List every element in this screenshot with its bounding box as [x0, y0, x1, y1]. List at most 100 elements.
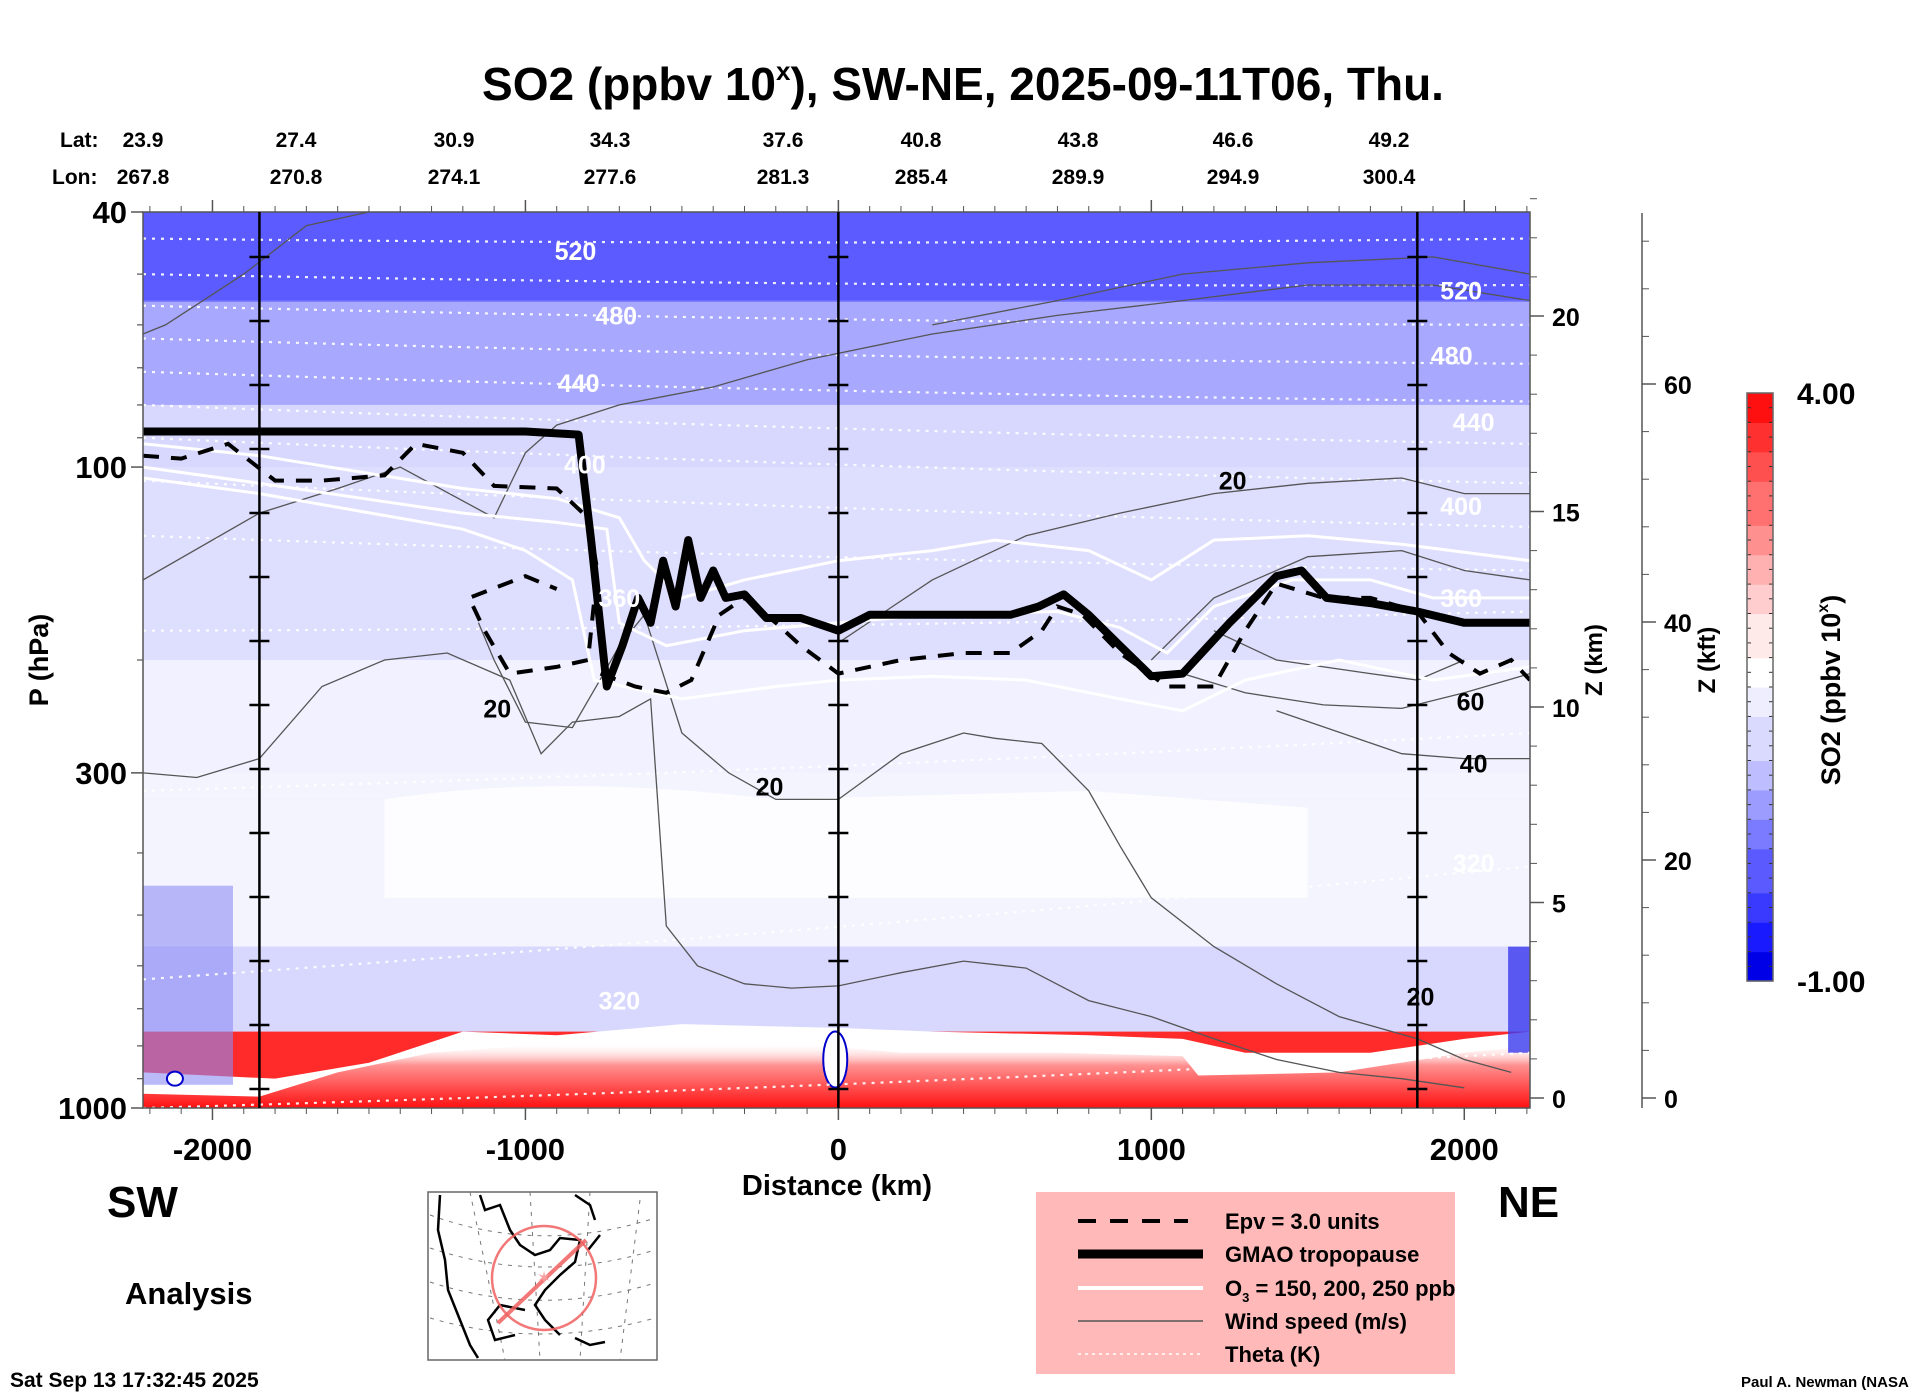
colorbar-segment	[1747, 687, 1773, 703]
x-tick-label: -1000	[486, 1132, 565, 1167]
theta-label: 440	[1453, 409, 1495, 437]
x-axis-title: Distance (km)	[742, 1170, 932, 1202]
so2-blue-column	[1508, 946, 1530, 1053]
colorbar-segment	[1747, 878, 1773, 894]
so2-band	[143, 946, 1530, 1032]
lon-value: 277.6	[584, 166, 637, 189]
wind-speed-contour	[143, 284, 1530, 581]
theta-line	[143, 865, 1530, 981]
theta-label: 440	[558, 370, 600, 398]
colorbar-segment	[1747, 789, 1773, 806]
z-kft-axis-title: Z (kft)	[1694, 627, 1721, 694]
colorbar-segment	[1747, 554, 1773, 570]
wind-speed-contour	[1182, 672, 1530, 710]
legend: Epv = 3.0 units GMAO tropopause O3 = 150…	[1036, 1192, 1455, 1374]
y-tick-label: 1000	[58, 1091, 127, 1126]
y-tick-label: 300	[75, 756, 127, 791]
theta-line	[143, 1051, 1530, 1108]
colorbar-segment	[1747, 951, 1773, 967]
x-tick-label: 0	[830, 1132, 847, 1167]
lat-value: 49.2	[1369, 129, 1410, 152]
colorbar-segment	[1747, 657, 1773, 673]
colorbar-segment	[1747, 848, 1773, 864]
wind-speed-contour	[1213, 630, 1465, 681]
lon-value: 267.8	[117, 166, 170, 189]
colorbar-segment	[1747, 745, 1773, 762]
wind-speed-contour	[932, 256, 1530, 326]
wind-speed-contour	[1150, 549, 1530, 661]
so2-band	[143, 404, 1530, 660]
so2-band	[143, 660, 1530, 800]
lon-value: 285.4	[895, 166, 948, 189]
colorbar-segment	[1747, 422, 1773, 438]
colorbar-min-label: -1.00	[1797, 966, 1865, 999]
wind-contours	[143, 212, 1530, 1089]
colorbar-segment	[1747, 731, 1773, 747]
lat-value: 30.9	[434, 129, 475, 152]
so2-band	[143, 300, 1530, 405]
axes: 40 100 300 1000 -2000 -1000 0 1000 2000 0 5 10 15 20 0…	[58, 195, 1692, 1167]
colorbar-title: SO2 (ppbv 10x)	[1815, 595, 1846, 785]
wind-speed-contour	[477, 613, 1512, 1074]
theta-line	[143, 436, 1530, 485]
lon-value: 289.9	[1052, 166, 1105, 189]
chart-title: SO2 (ppbv 10x), SW-NE, 2025-09-11T06, Th…	[482, 56, 1444, 110]
theta-line	[143, 370, 1530, 403]
wind-label: 20	[1407, 984, 1435, 1012]
z-km-tick-label: 5	[1552, 891, 1566, 919]
y-tick-label: 100	[75, 450, 127, 485]
contour-labels: 520 480 440 400 360 520 480 440 400 360 320 320 20 20…	[483, 238, 1494, 1016]
wind-label: 20	[1219, 468, 1247, 496]
lat-value: 46.6	[1213, 129, 1254, 152]
colorbar-segment	[1747, 892, 1773, 909]
colorbar-segment	[1747, 613, 1773, 629]
lat-lon-header: Lat: Lon: 23.9 267.8 27.4 270.8 30.9 274.1 34.3 2…	[52, 129, 1416, 189]
colorbar-segment	[1747, 569, 1773, 585]
colorbar-segment	[1747, 407, 1773, 423]
theta-line	[143, 337, 1530, 365]
z-kft-tick-label: 0	[1664, 1086, 1678, 1114]
colorbar-segment	[1747, 760, 1773, 776]
legend-epv-label: Epv = 3.0 units	[1225, 1209, 1380, 1234]
colorbar	[1746, 392, 1774, 982]
lon-value: 274.1	[428, 166, 481, 189]
z-km-tick-label: 20	[1552, 304, 1580, 332]
colorbar-frame	[1746, 392, 1774, 982]
colorbar-segment	[1747, 819, 1773, 835]
lon-value: 300.4	[1363, 166, 1416, 189]
colorbar-max-label: 4.00	[1797, 378, 1855, 411]
wind-speed-contour	[838, 477, 1530, 644]
theta-label: 360	[1440, 585, 1482, 613]
theta-label: 520	[1440, 277, 1482, 305]
colorbar-segment	[1747, 481, 1773, 497]
z-kft-tick-label: 40	[1664, 610, 1692, 638]
so2-blob	[165, 1070, 184, 1087]
lat-value: 23.9	[123, 129, 164, 152]
lat-value: 40.8	[901, 129, 942, 152]
wind-label: 20	[756, 773, 784, 801]
vertical-markers	[249, 212, 1428, 1108]
lon-value: 281.3	[757, 166, 810, 189]
legend-tropopause-label: GMAO tropopause	[1225, 1242, 1419, 1267]
inset-location-map: ✶	[427, 1191, 658, 1361]
z-km-axis-title: Z (km)	[1581, 624, 1608, 696]
analysis-label: Analysis	[125, 1276, 253, 1311]
theta-label: 400	[564, 451, 606, 479]
theta-line	[143, 237, 1530, 244]
theta-label: 480	[1431, 343, 1473, 371]
wind-speed-contour	[143, 212, 370, 335]
svg-text:✶: ✶	[536, 1268, 551, 1288]
ne-label: NE	[1498, 1178, 1559, 1227]
x-tick-label: -2000	[173, 1132, 252, 1167]
author-credit: Paul A. Newman (NASA	[1741, 1374, 1909, 1391]
coastline-icon	[436, 1193, 606, 1359]
legend-o3-label: O3 = 150, 200, 250 ppb	[1225, 1276, 1455, 1305]
so2-blob	[822, 1030, 849, 1089]
x-tick-label: 1000	[1117, 1132, 1186, 1167]
theta-label: 400	[1440, 493, 1482, 521]
colorbar-segment	[1747, 907, 1773, 923]
wind-speed-contour	[143, 652, 1465, 1089]
colorbar-segment	[1747, 451, 1773, 468]
colorbar-segment	[1747, 466, 1773, 482]
theta-line	[143, 479, 1530, 529]
